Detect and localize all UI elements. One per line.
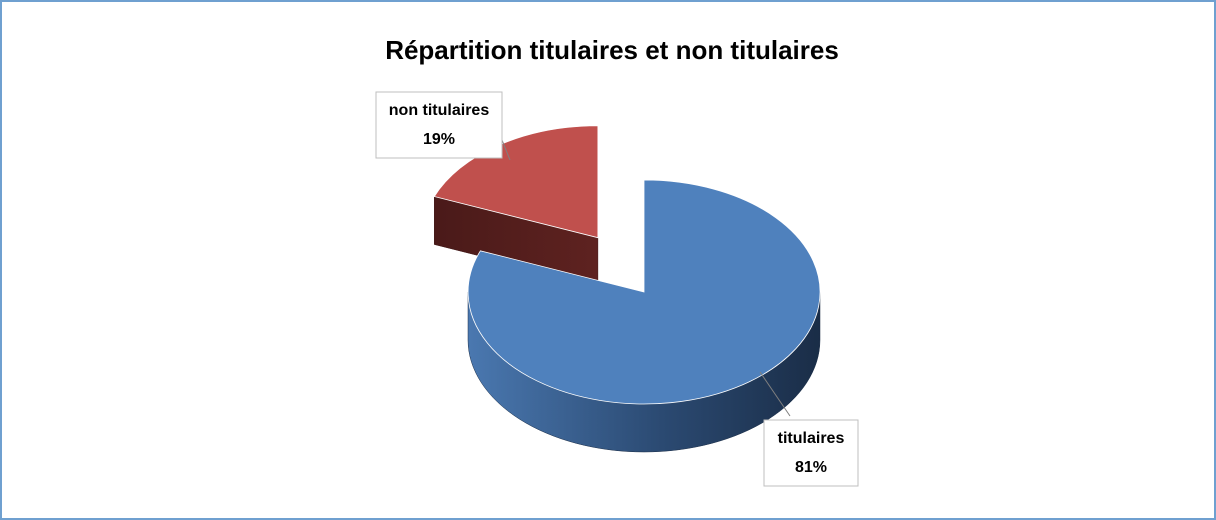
leader-line [759,371,791,417]
chart-title: Répartition titulaires et non titulaires [385,35,839,65]
data-label-name: non titulaires [389,102,490,119]
data-label-box [375,91,503,159]
data-label-box [763,419,859,487]
data-label-value: 19% [423,131,455,148]
data-label-name: titulaires [778,430,845,447]
leader-line [501,139,511,161]
data-label-value: 81% [795,459,827,476]
pie-slice [467,179,821,405]
